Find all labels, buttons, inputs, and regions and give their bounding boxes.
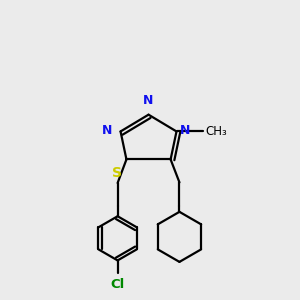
Text: N: N [143, 94, 154, 107]
Text: S: S [112, 166, 122, 180]
Text: N: N [102, 124, 112, 137]
Text: Cl: Cl [110, 278, 125, 291]
Text: N: N [180, 124, 190, 137]
Text: CH₃: CH₃ [206, 125, 227, 138]
